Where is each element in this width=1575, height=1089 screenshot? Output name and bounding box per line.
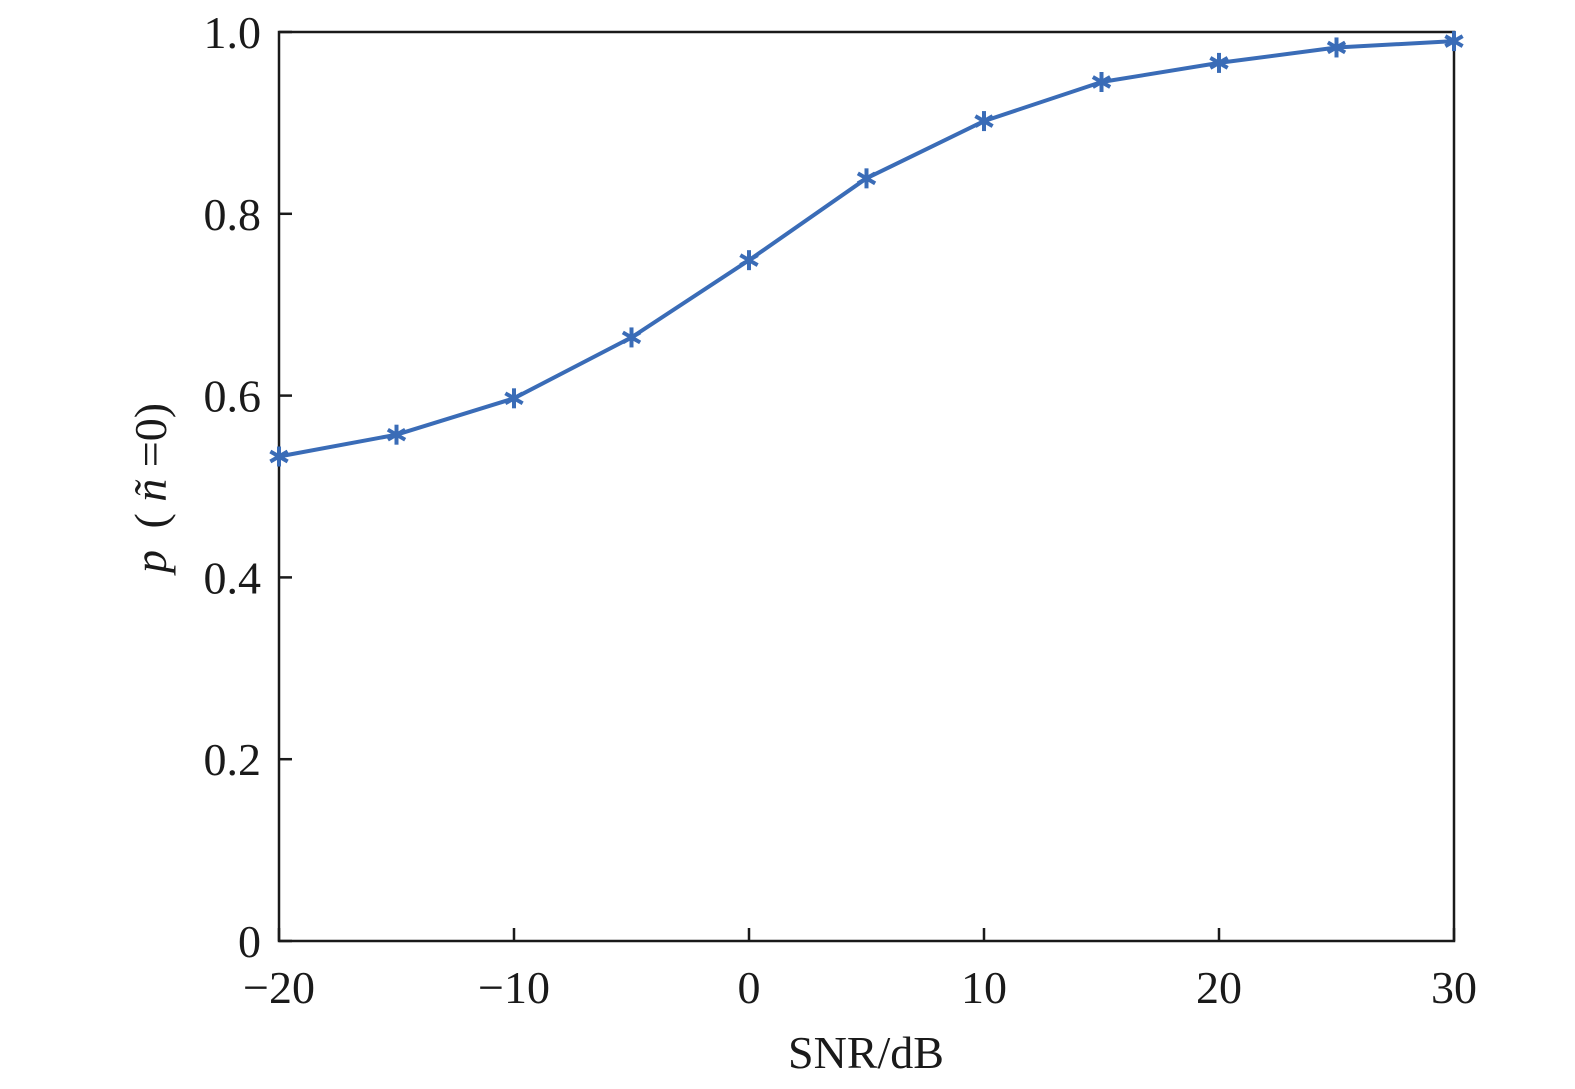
y-axis-title-ntilde: ñ: [125, 479, 176, 502]
y-tick-label: 1.0: [204, 7, 262, 58]
data-point-marker: [621, 327, 642, 348]
data-point-marker: [974, 111, 994, 132]
data-point-marker: [739, 250, 759, 271]
y-axis-title-var: p: [125, 550, 176, 576]
x-tick-label: −20: [243, 962, 315, 1013]
x-tick-label: 20: [1196, 962, 1242, 1013]
y-tick-label: 0: [238, 916, 261, 967]
y-tick-label: 0.2: [204, 734, 262, 785]
data-point-marker: [1209, 52, 1229, 73]
series-line: [278, 39, 1455, 459]
data-point-marker: [269, 446, 289, 467]
data-point-marker: [386, 424, 407, 445]
x-tick-label: −10: [478, 962, 550, 1013]
y-axis-title: p ( ñ =0): [125, 403, 176, 576]
data-point-marker: [1091, 71, 1112, 92]
plot-frame: [277, 30, 1456, 943]
data-point-marker: [1444, 31, 1464, 52]
y-tick-label: 0.8: [204, 189, 262, 240]
x-axis: −20 −10 0 10 20 30: [243, 928, 1477, 1013]
y-tick-label: 0.6: [204, 371, 262, 422]
series-layer: [269, 31, 1464, 467]
data-point-marker: [1326, 37, 1347, 58]
x-tick-label: 30: [1431, 962, 1477, 1013]
y-axis: 0 0.2 0.4 0.6 0.8 1.0: [204, 7, 292, 967]
data-point-marker: [856, 168, 877, 189]
y-axis-title-open: (: [125, 513, 176, 528]
x-axis-title: SNR/dB: [788, 1027, 944, 1078]
x-tick-label: 0: [738, 962, 761, 1013]
x-tick-label: 10: [961, 962, 1007, 1013]
y-axis-title-rest: =0): [125, 403, 176, 467]
data-point-marker: [504, 388, 524, 409]
y-tick-label: 0.4: [204, 552, 262, 603]
